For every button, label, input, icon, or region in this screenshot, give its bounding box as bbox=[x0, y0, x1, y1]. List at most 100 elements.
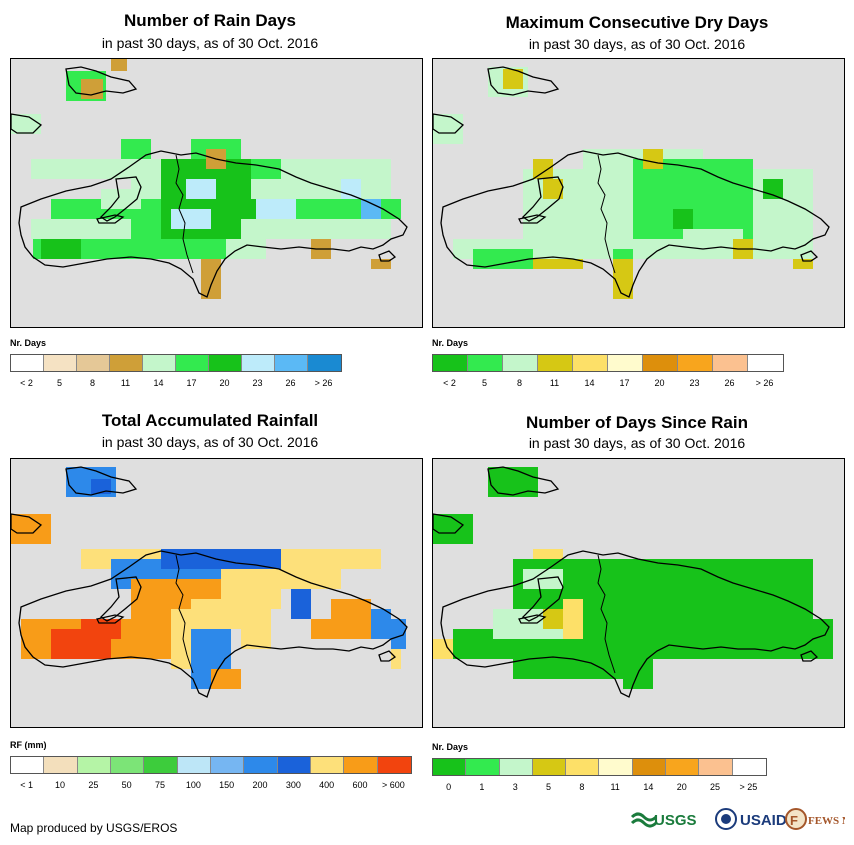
legend-swatch bbox=[110, 757, 145, 773]
legend-bar bbox=[432, 354, 784, 372]
legend-swatch bbox=[678, 355, 713, 371]
coastline bbox=[99, 576, 142, 622]
legend-title: Nr. Days bbox=[432, 742, 469, 752]
grid-cell bbox=[331, 599, 371, 619]
grid-cell bbox=[371, 259, 391, 269]
coastline bbox=[65, 66, 138, 96]
grid-cell bbox=[121, 139, 151, 159]
legend-label: 600 bbox=[352, 780, 368, 790]
coastline bbox=[96, 614, 125, 624]
coastline bbox=[800, 650, 819, 662]
legend-label: 20 bbox=[219, 378, 230, 388]
grid-cell bbox=[523, 259, 583, 269]
legend-swatch bbox=[209, 355, 242, 371]
legend-swatch bbox=[244, 757, 278, 773]
grid-cell bbox=[473, 249, 533, 269]
legend-swatch bbox=[277, 757, 311, 773]
legend-label: > 26 bbox=[314, 378, 333, 388]
legend-label: 300 bbox=[285, 780, 301, 790]
legend-label: 17 bbox=[186, 378, 197, 388]
legend-swatch bbox=[11, 355, 44, 371]
legend-label: 11 bbox=[549, 378, 560, 388]
grid-cell bbox=[341, 179, 361, 199]
grid-cell bbox=[33, 239, 233, 259]
legend-swatch bbox=[466, 759, 500, 775]
usgs-logo: USGS bbox=[630, 812, 697, 829]
grid-cell bbox=[673, 209, 693, 229]
legend-swatch bbox=[77, 757, 111, 773]
coastline bbox=[65, 466, 138, 496]
coastline bbox=[18, 550, 408, 698]
grid-cell bbox=[101, 189, 141, 209]
legend-swatch bbox=[275, 355, 308, 371]
legend-label: 10 bbox=[54, 780, 66, 790]
legend-swatch bbox=[44, 355, 77, 371]
legend-swatch bbox=[308, 355, 341, 371]
grid-cell bbox=[643, 149, 663, 169]
grid-cells bbox=[11, 59, 401, 299]
legend-swatch bbox=[608, 355, 643, 371]
coastline bbox=[521, 176, 564, 222]
legend-title: RF (mm) bbox=[10, 740, 47, 750]
grid-cell bbox=[488, 467, 538, 497]
grid-cell bbox=[793, 259, 813, 269]
legend-swatch bbox=[11, 757, 45, 773]
grid-cell bbox=[211, 669, 241, 689]
legend-title: Nr. Days bbox=[432, 338, 469, 348]
coastline bbox=[440, 150, 830, 298]
legend-label: 20 bbox=[654, 378, 665, 388]
grid-cell bbox=[371, 609, 391, 639]
grid-cell bbox=[763, 179, 783, 199]
grid-cell bbox=[201, 199, 261, 219]
coastline bbox=[96, 214, 125, 224]
grid-cell bbox=[683, 229, 743, 249]
grid-cell bbox=[361, 199, 381, 219]
grid-cells bbox=[11, 467, 406, 689]
grid-cell bbox=[563, 599, 583, 639]
legend-swatch bbox=[310, 757, 345, 773]
legend-label: 75 bbox=[154, 780, 166, 790]
panel-title: Number of Days Since Rain bbox=[525, 413, 748, 432]
grid-cell bbox=[111, 59, 127, 71]
legend-label: 0 bbox=[446, 782, 452, 792]
fews-net-logo: F FEWS NET bbox=[785, 808, 854, 830]
svg-text:USAID: USAID bbox=[740, 812, 787, 829]
legend-label: 11 bbox=[120, 378, 131, 388]
legend-swatch bbox=[732, 759, 766, 775]
panel-title: Total Accumulated Rainfall bbox=[101, 411, 319, 430]
coastline bbox=[487, 66, 560, 96]
legend-swatch bbox=[210, 757, 245, 773]
coastline bbox=[18, 150, 408, 298]
grid-cell bbox=[81, 79, 103, 99]
coastline bbox=[800, 250, 819, 262]
legend-label: 25 bbox=[710, 782, 721, 792]
grid-cell bbox=[201, 259, 221, 299]
coastline bbox=[378, 250, 397, 262]
legend-bar bbox=[432, 758, 767, 776]
grid-cell bbox=[91, 479, 111, 494]
svg-text:USGS: USGS bbox=[654, 812, 697, 829]
coastline bbox=[518, 214, 547, 224]
credit-text: Map produced by USGS/EROS bbox=[10, 821, 178, 835]
coastline bbox=[99, 176, 142, 222]
panel-since-rain: Number of Days Since Rain in past 30 day… bbox=[427, 400, 854, 800]
coastline bbox=[11, 513, 43, 534]
grid-cell bbox=[513, 659, 653, 679]
grid-cell bbox=[613, 259, 633, 299]
legend-label: 1 bbox=[479, 782, 485, 792]
grid-cell bbox=[503, 69, 523, 89]
legend-label: 26 bbox=[285, 378, 296, 388]
legend-swatch bbox=[699, 759, 733, 775]
legend-label: 25 bbox=[88, 780, 99, 790]
legend-label: < 1 bbox=[20, 780, 34, 790]
map-since-rain bbox=[432, 458, 845, 728]
panel-subtitle: in past 30 days, as of 30 Oct. 2016 bbox=[101, 434, 319, 450]
grid-cell bbox=[433, 114, 463, 144]
legend-swatch bbox=[177, 757, 211, 773]
svg-text:FEWS NET: FEWS NET bbox=[808, 815, 845, 827]
coastline bbox=[378, 650, 397, 662]
legend-swatch bbox=[344, 757, 378, 773]
panel-title: Number of Rain Days bbox=[124, 11, 296, 30]
legend-swatch bbox=[538, 355, 573, 371]
grid-cell bbox=[433, 639, 453, 659]
